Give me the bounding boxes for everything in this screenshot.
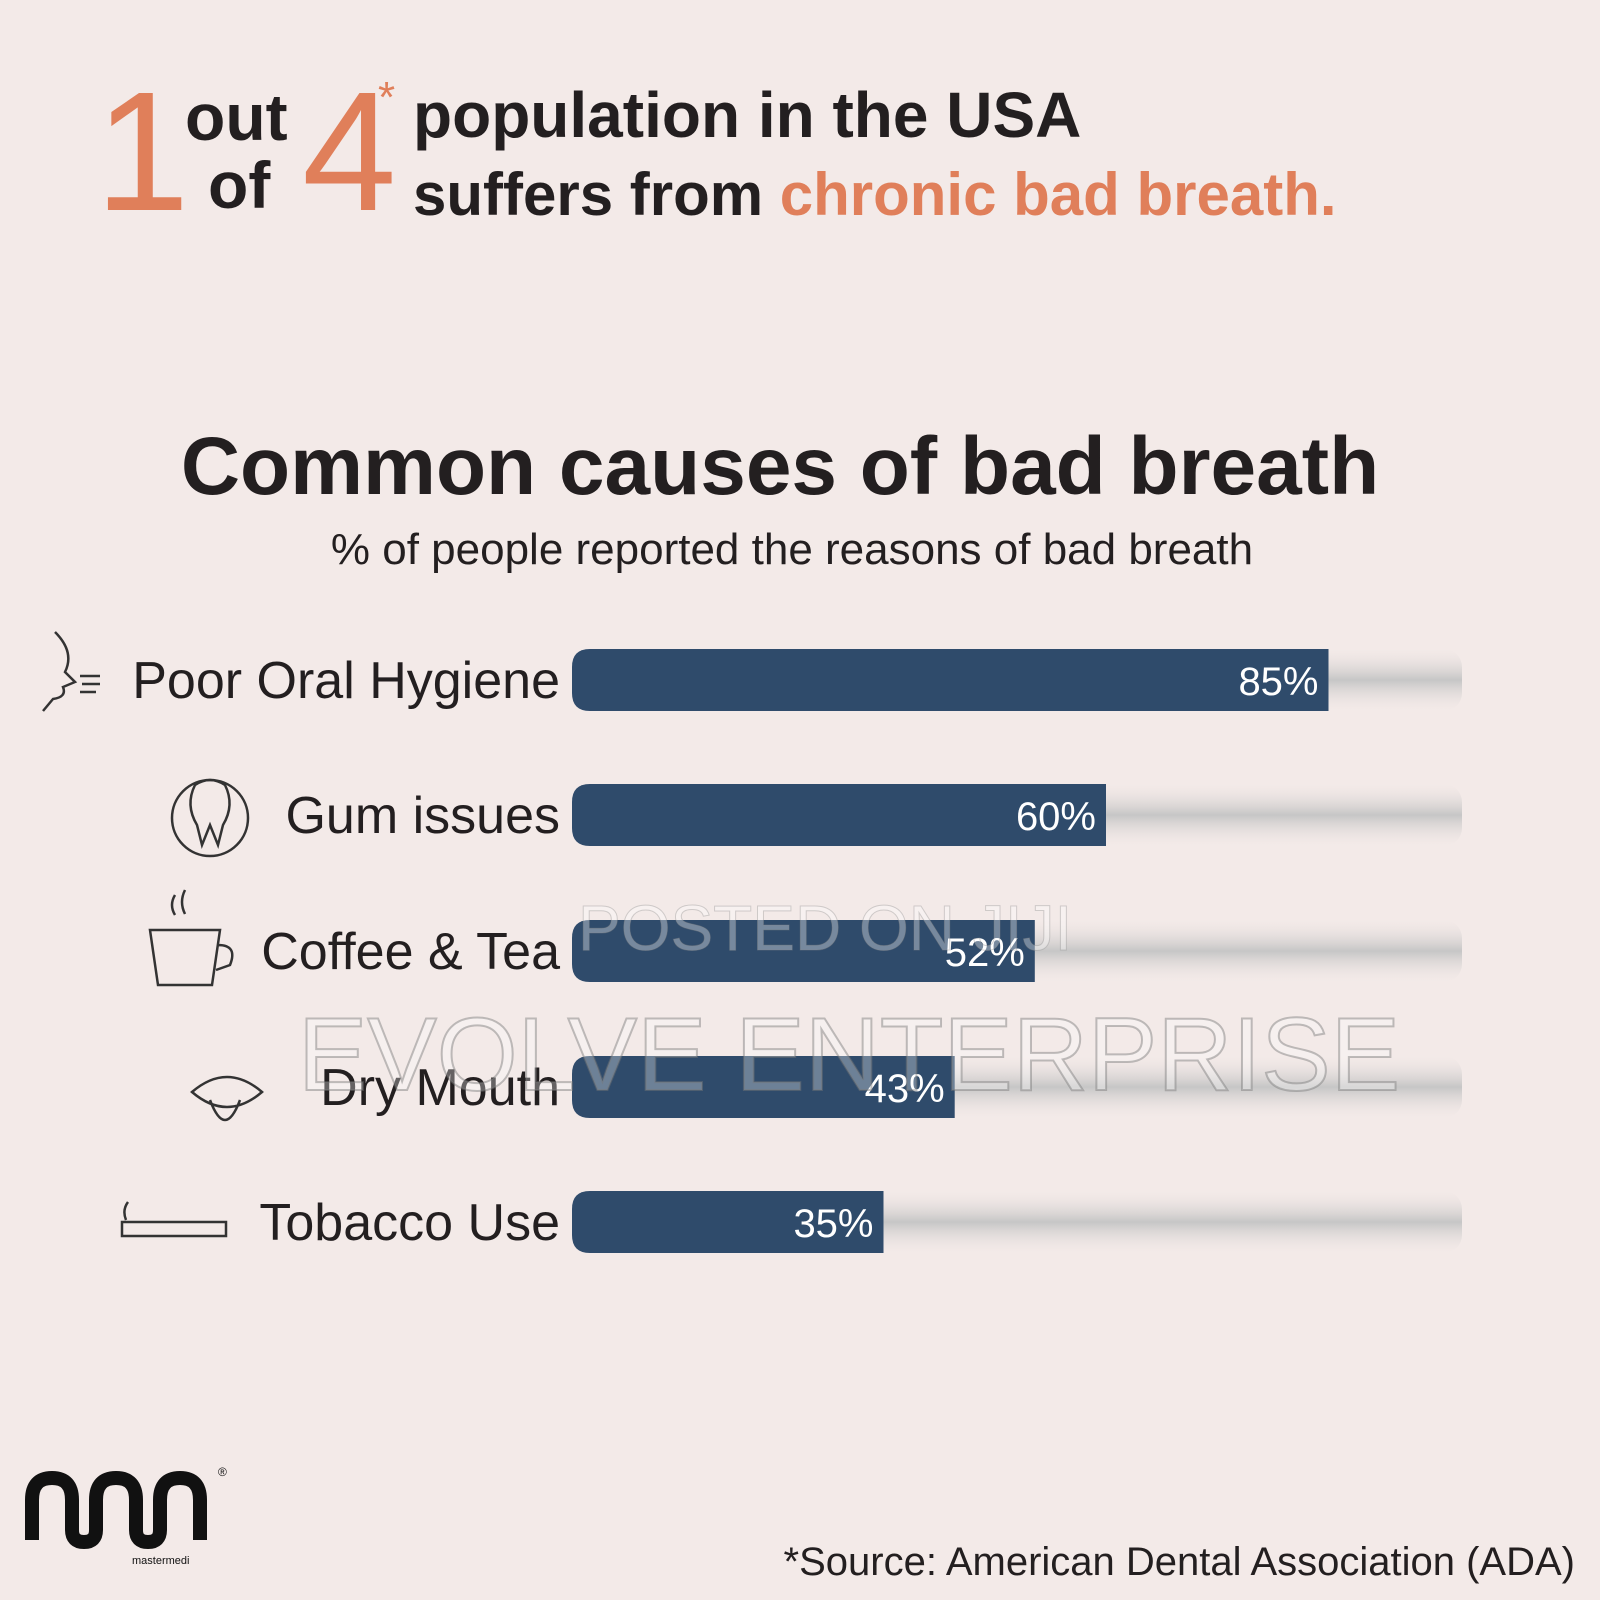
category-label: Coffee & Tea (261, 923, 560, 981)
chart-title: Common causes of bad breath (181, 421, 1379, 512)
steam-icon (170, 889, 187, 916)
header-line: suffers from chronic bad breath. (413, 161, 1337, 228)
value-label: 85% (1238, 660, 1318, 704)
face-icon (42, 631, 78, 712)
source-note: *Source: American Dental Association (AD… (784, 1540, 1575, 1584)
asterisk: * (378, 73, 395, 122)
watermark: EVOLVE ENTERPRISE (298, 997, 1400, 1113)
big-number: 1 (95, 57, 190, 247)
chart-subtitle: % of people reported the reasons of bad … (331, 525, 1253, 574)
value-label: 60% (1016, 795, 1096, 839)
header-word: of (208, 148, 271, 222)
icons (42, 631, 264, 1238)
value-label: 35% (793, 1202, 873, 1246)
category-label: Poor Oral Hygiene (132, 652, 560, 710)
mouth-icon (190, 1075, 264, 1122)
breath-icon (80, 674, 100, 694)
bar (572, 920, 1035, 982)
cigarette-icon (120, 1220, 228, 1238)
category-label: Gum issues (285, 787, 560, 845)
logo: mastermedi ® (25, 1465, 227, 1567)
bar (572, 1056, 955, 1118)
logo-mark (25, 1470, 207, 1550)
cup-icon (148, 928, 234, 987)
category-label: Tobacco Use (259, 1194, 560, 1252)
logo-registered: ® (218, 1465, 227, 1479)
bar-chart: Poor Oral Hygiene 85% Gum issues 60% Coffee … (132, 649, 1462, 1253)
gum-icon (170, 778, 250, 858)
value-label: 43% (865, 1067, 945, 1111)
header-word: out (185, 80, 288, 154)
bar (572, 649, 1329, 711)
header-text: suffers from (413, 161, 763, 228)
bar (572, 784, 1106, 846)
header-highlight: chronic bad breath. (780, 161, 1337, 228)
logo-text: mastermedi (132, 1555, 189, 1567)
smoke-icon (123, 1201, 130, 1221)
big-number: 4 (302, 57, 397, 247)
category-label: Dry Mouth (320, 1059, 560, 1117)
header-line: population in the USA (413, 79, 1081, 151)
watermark: POSTED ON JIJI (578, 892, 1072, 964)
value-label: 52% (945, 931, 1025, 975)
bar (572, 1191, 884, 1253)
